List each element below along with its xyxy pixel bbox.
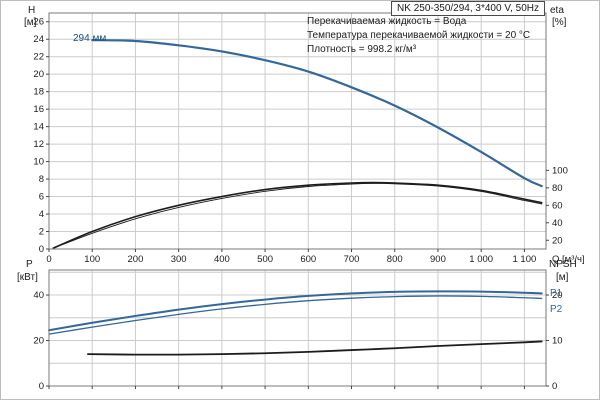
svg-text:1 100: 1 100 xyxy=(513,254,537,265)
svg-text:20: 20 xyxy=(33,69,44,80)
svg-text:100: 100 xyxy=(552,165,568,176)
p-axis-label: P xyxy=(26,259,33,270)
svg-text:8: 8 xyxy=(39,174,44,185)
svg-text:6: 6 xyxy=(39,192,44,203)
svg-text:12: 12 xyxy=(33,139,44,150)
svg-text:600: 600 xyxy=(300,254,316,265)
svg-text:300: 300 xyxy=(171,254,187,265)
annotation-liquid: Перекачиваемая жидкость = Вода xyxy=(307,16,467,27)
annotation-density: Плотность = 998.2 кг/м³ xyxy=(307,44,417,55)
svg-text:80: 80 xyxy=(552,183,563,194)
annotation-temperature: Температура перекачиваемой жидкости = 20… xyxy=(307,30,531,41)
svg-text:16: 16 xyxy=(33,104,44,115)
svg-text:200: 200 xyxy=(128,254,144,265)
svg-text:0: 0 xyxy=(46,254,51,265)
eta-axis-unit: [%] xyxy=(552,17,567,28)
svg-text:60: 60 xyxy=(552,200,563,211)
svg-text:4: 4 xyxy=(39,209,44,220)
power-npsh-chart-canvas: 0 20 40 0 10 20 xyxy=(33,269,563,392)
svg-text:700: 700 xyxy=(344,254,360,265)
svg-text:14: 14 xyxy=(33,122,44,133)
svg-text:Q [м³/ч]: Q [м³/ч] xyxy=(552,254,585,265)
svg-text:500: 500 xyxy=(257,254,273,265)
svg-text:100: 100 xyxy=(84,254,100,265)
npsh-axis-unit: [м] xyxy=(556,272,569,283)
svg-text:40: 40 xyxy=(552,218,563,229)
svg-text:26: 26 xyxy=(33,17,44,28)
svg-text:2: 2 xyxy=(39,227,44,238)
svg-text:10: 10 xyxy=(33,157,44,168)
p-axis-unit: [кВт] xyxy=(17,272,38,283)
svg-text:900: 900 xyxy=(430,254,446,265)
svg-text:0: 0 xyxy=(39,244,44,255)
svg-text:0: 0 xyxy=(552,381,557,392)
eta-axis-label: eta xyxy=(550,5,564,16)
h-axis-label: H xyxy=(28,5,36,16)
head-eta-chart-canvas: 0 100 200 300 400 500 600 700 800 900 1 000 1 100 Q … xyxy=(33,12,585,265)
npsh-axis-label: NPSH xyxy=(549,259,577,270)
svg-text:800: 800 xyxy=(387,254,403,265)
svg-text:400: 400 xyxy=(214,254,230,265)
p1-curve-label: P1 xyxy=(550,288,563,299)
p2-curve-label: P2 xyxy=(550,304,563,315)
svg-text:22: 22 xyxy=(33,52,44,63)
svg-text:10: 10 xyxy=(552,336,563,347)
impeller-diameter-label: 294 мм xyxy=(73,33,107,44)
svg-text:24: 24 xyxy=(33,34,44,45)
svg-text:20: 20 xyxy=(33,336,44,347)
svg-text:18: 18 xyxy=(33,87,44,98)
h-axis-unit: [м] xyxy=(24,17,37,28)
svg-text:20: 20 xyxy=(552,290,563,301)
svg-text:1 000: 1 000 xyxy=(469,254,493,265)
pump-title-box: NK 250-350/294, 3*400 V, 50Hz xyxy=(391,1,545,16)
svg-text:0: 0 xyxy=(39,381,44,392)
svg-text:20: 20 xyxy=(552,235,563,246)
svg-text:40: 40 xyxy=(33,290,44,301)
